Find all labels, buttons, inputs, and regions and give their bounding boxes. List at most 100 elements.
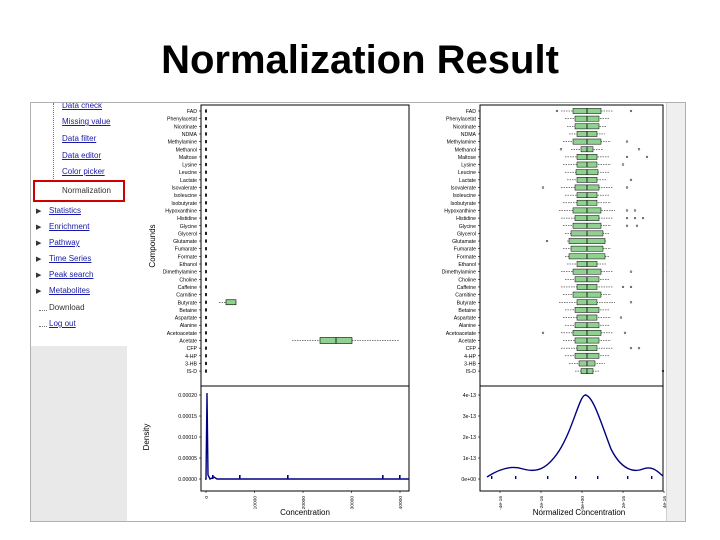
compound-label: 3-HB [464, 361, 476, 367]
x-tick-label: 4e-16 [662, 496, 667, 509]
compound-box [205, 354, 207, 358]
outlier-point [625, 216, 629, 220]
compound-label: Maltose [458, 155, 476, 161]
compound-label: Isovalerate [451, 186, 476, 192]
compound-label: FAD [466, 109, 476, 115]
selected-highlight [33, 180, 125, 202]
compound-label: 4-HP [464, 354, 476, 360]
outlier-point [635, 224, 639, 227]
right-plot-frame [479, 104, 664, 492]
rug-mark [212, 475, 214, 479]
compound-label: Carnitine [455, 293, 476, 299]
compound-box [205, 262, 207, 266]
compound-label: NDMA [182, 132, 198, 138]
compound-box [205, 201, 207, 205]
compound-label: Hypoxanthine [165, 208, 197, 214]
rug-mark [491, 476, 493, 479]
density-tick-label: 0.00015 [178, 414, 197, 420]
compound-label: Histidine [177, 216, 197, 222]
expand-triangle-icon[interactable]: ▶ [36, 208, 42, 215]
compound-label: Acetoacetate [167, 331, 197, 337]
outlier-point [645, 155, 649, 159]
compound-box [205, 109, 207, 113]
compound-label: NDMA [461, 132, 477, 138]
sidebar-item-download[interactable]: Download [49, 303, 85, 312]
plot-area: FAD Phenylacetat Nicotinate NDMA Methylamine… [127, 103, 674, 521]
compound-label: 3-HB [185, 361, 197, 367]
x-tick-label: 2e-16 [621, 496, 627, 509]
compound-label: Lysine [182, 163, 197, 169]
sidebar-item-pathway[interactable]: Pathway [49, 238, 80, 247]
compound-label: Lactate [180, 178, 197, 184]
x-tick-label: 40000 [398, 496, 404, 510]
sidebar-item-data-filter[interactable]: Data filter [62, 134, 97, 143]
expand-triangle-icon[interactable]: ▶ [36, 256, 42, 263]
outlier-point [637, 148, 641, 151]
density-tick-label: 1e-13 [463, 456, 476, 462]
density-curve [486, 394, 664, 478]
tree-dash [39, 310, 47, 311]
sidebar-item-time-series[interactable]: Time Series [49, 254, 92, 263]
sidebar-item-log-out[interactable]: Log out [49, 319, 76, 328]
compound-label: Glycerol [457, 231, 476, 237]
compound-label: Leucine [458, 170, 476, 176]
compound-label: Fumarate [175, 247, 197, 253]
x-tick-label: 20000 [301, 496, 307, 510]
outlier-point [621, 285, 625, 289]
sidebar-item-normalization[interactable]: Normalization [62, 186, 111, 195]
outlier-point [625, 186, 629, 189]
tree-line [53, 103, 54, 191]
compound-label: Ethanol [179, 262, 197, 268]
sidebar-item-metabolites[interactable]: Metabolites [49, 286, 90, 295]
compound-label: Alanine [180, 323, 197, 329]
compound-box [205, 270, 207, 274]
compound-label: Dimethylamine [163, 270, 197, 276]
outlier-point [633, 209, 637, 212]
compound-box [205, 254, 207, 258]
sidebar-item-peak-search[interactable]: Peak search [49, 270, 94, 279]
density-tick-label: 0.00000 [178, 477, 197, 483]
expand-triangle-icon[interactable]: ▶ [36, 224, 42, 231]
sidebar-item-data-check[interactable]: Data check [62, 102, 103, 110]
compound-box [205, 170, 207, 174]
sidebar-item-color-picker[interactable]: Color picker [62, 167, 105, 176]
x-tick-label: -4e-16 [498, 496, 504, 510]
outlier-point [629, 301, 633, 304]
sidebar-item-enrichment[interactable]: Enrichment [49, 222, 90, 231]
outlier-point [629, 109, 633, 113]
compound-label: Betaine [179, 308, 197, 314]
density-tick-label: 0.00010 [178, 435, 197, 441]
compound-box [205, 293, 207, 297]
vertical-scrollbar[interactable] [666, 103, 685, 521]
compound-label: Isovalerate [172, 186, 197, 192]
compound-label: Betaine [458, 308, 476, 314]
compound-label: Dimethylamine [442, 270, 476, 276]
compound-label: Glutamate [452, 239, 476, 245]
compound-label: Isoleucine [453, 193, 476, 199]
rug-mark [382, 475, 384, 479]
x-axis-label: Concentration [280, 508, 330, 517]
outlier-point [619, 316, 623, 319]
sidebar-background [31, 346, 127, 521]
sidebar-item-statistics[interactable]: Statistics [49, 206, 82, 215]
compound-box [205, 216, 207, 220]
sidebar-item-data-editor[interactable]: Data editor [62, 151, 102, 160]
expand-triangle-icon[interactable]: ▶ [36, 240, 42, 247]
compound-label: Acetate [179, 339, 197, 345]
x-tick-label: 10000 [253, 496, 259, 510]
expand-triangle-icon[interactable]: ▶ [36, 288, 42, 295]
density-axis-label: Density [142, 424, 151, 451]
compound-label: Choline [179, 277, 197, 283]
compound-label: Methanol [455, 147, 476, 153]
compound-label: Lysine [461, 163, 476, 169]
rug-mark [287, 475, 289, 479]
sidebar-item-missing-value[interactable]: Missing value [62, 117, 111, 126]
expand-triangle-icon[interactable]: ▶ [36, 272, 42, 279]
compound-label: FAD [187, 109, 197, 115]
compound-box [205, 277, 207, 281]
compound-label: Aspartate [454, 316, 476, 322]
compound-label: IS-D [187, 369, 198, 375]
compound-box [205, 124, 207, 128]
compound-box [205, 239, 207, 243]
compound-label: Ethanol [458, 262, 476, 268]
